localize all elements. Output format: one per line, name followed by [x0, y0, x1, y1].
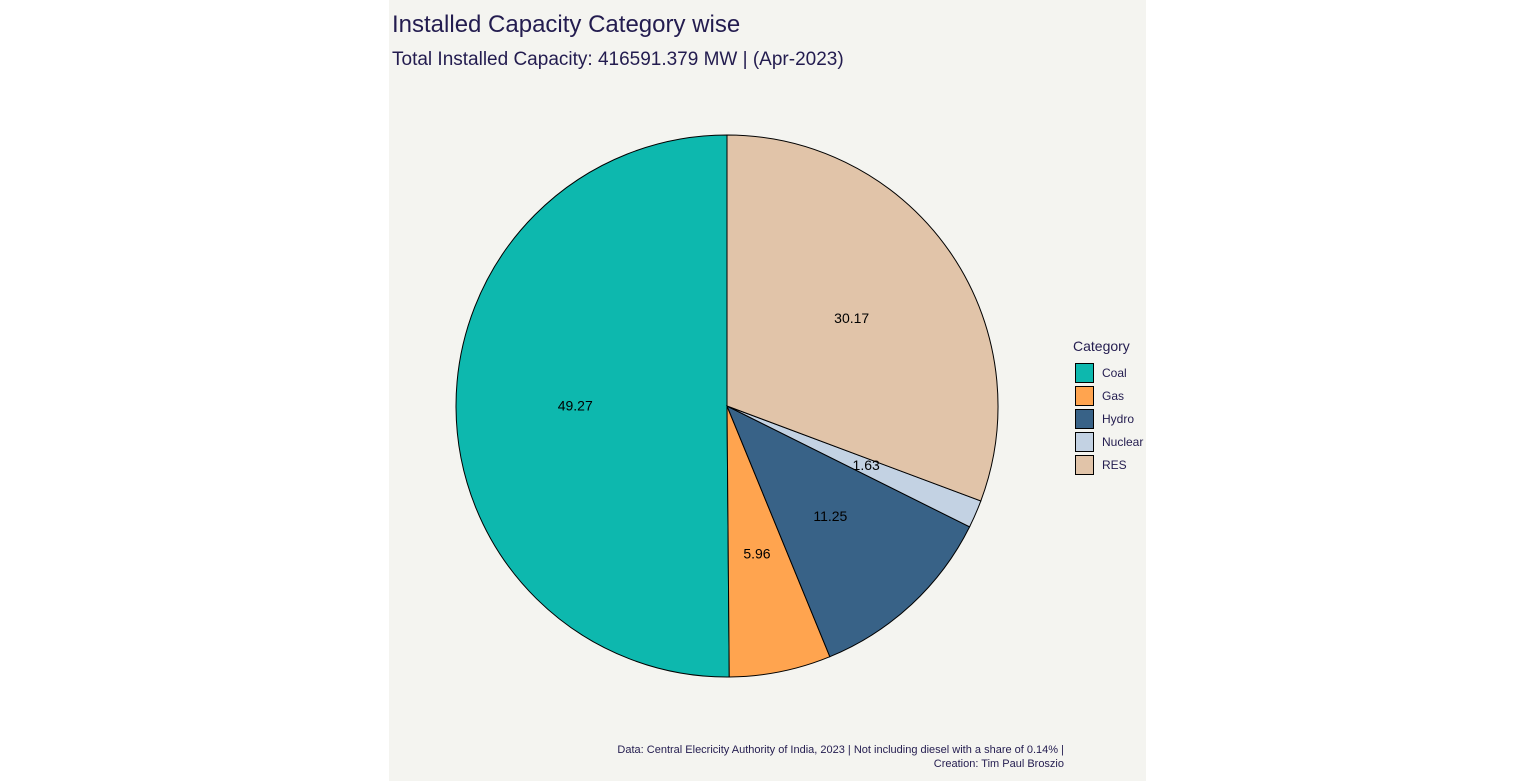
slice-label-hydro: 11.25 [813, 508, 847, 524]
chart-title: Installed Capacity Category wise [392, 11, 741, 38]
legend-key-gas [1075, 385, 1094, 406]
legend-item-coal: Coal [1075, 361, 1143, 384]
pie-slices [455, 134, 999, 678]
pie-slice-coal [455, 134, 730, 678]
slice-label-nuclear: 1.63 [853, 457, 880, 473]
legend-label-nuclear: Nuclear [1102, 434, 1144, 449]
legend-item-res: RES [1075, 453, 1143, 476]
slice-label-res: 30.17 [834, 310, 869, 326]
slice-label-gas: 5.96 [743, 545, 770, 561]
legend-item-hydro: Hydro [1075, 407, 1143, 430]
legend-key-nuclear [1075, 431, 1094, 452]
caption-source: Data: Central Elecricity Authority of In… [617, 744, 1064, 756]
legend-item-nuclear: Nuclear [1075, 430, 1143, 453]
chart-subtitle: Total Installed Capacity: 416591.379 MW … [392, 49, 844, 70]
caption-credit: Creation: Tim Paul Broszio [933, 758, 1064, 770]
legend-key-coal [1075, 362, 1094, 383]
legend: Coal Gas Hydro Nuclear RES [1075, 361, 1143, 476]
legend-label-coal: Coal [1102, 365, 1127, 380]
chart-caption: Data: Central Elecricity Authority of In… [617, 743, 1064, 771]
pie-slice-labels: 49.27 5.96 11.25 1.63 30.17 [558, 310, 880, 561]
legend-item-gas: Gas [1075, 384, 1143, 407]
legend-label-gas: Gas [1102, 388, 1125, 403]
pie-slice-hydro [726, 404, 971, 658]
pie-slice-res [726, 134, 999, 502]
legend-label-hydro: Hydro [1102, 411, 1135, 426]
legend-label-res: RES [1102, 457, 1127, 472]
legend-title: Category [1073, 338, 1130, 354]
legend-key-res [1075, 454, 1094, 475]
legend-key-hydro [1075, 408, 1094, 429]
slice-label-coal: 49.27 [558, 397, 593, 413]
